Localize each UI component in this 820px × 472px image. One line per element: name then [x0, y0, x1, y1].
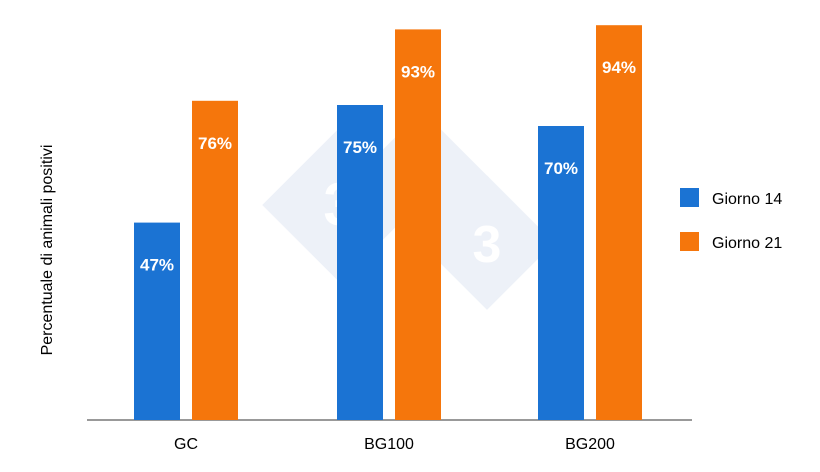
bar-bg100-giorno-14 — [337, 105, 383, 420]
data-label-gc-giorno-14: 47% — [140, 256, 174, 275]
data-label-gc-giorno-21: 76% — [198, 134, 232, 153]
data-label-bg200-giorno-14: 70% — [544, 159, 578, 178]
y-axis-label: Percentuale di animali positivi — [39, 145, 56, 356]
data-label-bg100-giorno-21: 93% — [401, 62, 435, 81]
bar-bg100-giorno-21 — [395, 29, 441, 421]
x-tick-label-bg100: BG100 — [364, 436, 414, 453]
bar-bg200-giorno-14 — [538, 126, 584, 420]
legend-label-giorno-21: Giorno 21 — [712, 235, 782, 252]
legend-swatch-giorno-21 — [680, 232, 699, 251]
svg-text:3: 3 — [473, 216, 502, 274]
legend: Giorno 14 Giorno 21 — [680, 188, 782, 252]
legend-swatch-giorno-14 — [680, 188, 699, 207]
bar-bg200-giorno-21 — [596, 25, 642, 420]
x-tick-labels: GC BG100 BG200 — [174, 436, 615, 453]
bar-gc-giorno-14 — [134, 222, 180, 420]
data-label-bg100-giorno-14: 75% — [343, 138, 377, 157]
x-tick-label-gc: GC — [174, 436, 198, 453]
x-tick-label-bg200: BG200 — [565, 436, 615, 453]
bars-group: 47% 76% 75% 93% 70% 94% — [134, 25, 642, 421]
data-label-bg200-giorno-21: 94% — [602, 58, 636, 77]
legend-label-giorno-14: Giorno 14 — [712, 191, 782, 208]
bar-gc-giorno-21 — [192, 100, 238, 421]
